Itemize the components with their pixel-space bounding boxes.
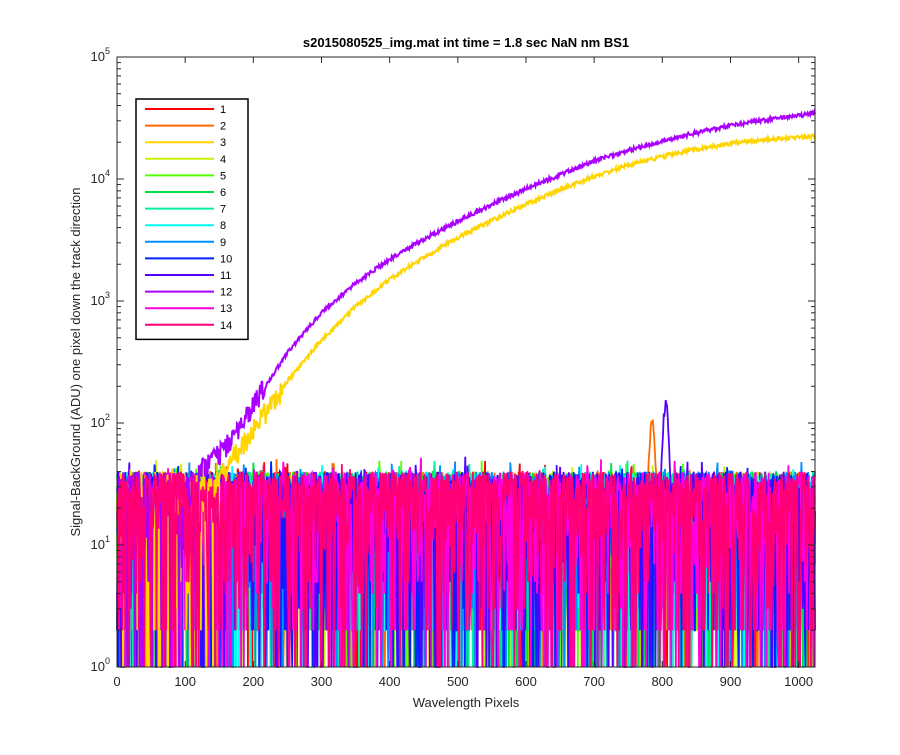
y-tick-exponent: 2 [105,412,110,422]
y-tick-exponent: 3 [105,290,110,300]
legend-label-2: 2 [220,121,226,133]
x-tick-label: 700 [583,674,605,689]
y-tick-base: 10 [91,171,105,186]
x-axis: 0 100 200 300 400 500 600 700 800 900 1000 [113,57,813,689]
x-axis-label: Wavelength Pixels [413,695,520,710]
legend-label-9: 9 [220,237,226,249]
legend-box [135,98,249,341]
legend-label-7: 7 [220,204,226,216]
legend-label-6: 6 [220,187,226,199]
x-tick-label: 900 [720,674,742,689]
x-tick-label: 0 [113,674,120,689]
legend-label-8: 8 [220,220,226,232]
y-tick-label: 102 [91,412,110,430]
y-tick-label: 104 [91,168,110,186]
y-tick-base: 10 [91,537,105,552]
y-tick-base: 10 [91,659,105,674]
x-tick-label: 1000 [784,674,813,689]
series-group [116,107,816,668]
y-tick-label: 100 [91,656,110,674]
x-tick-label: 300 [311,674,333,689]
legend-label-1: 1 [220,104,226,116]
series-line-3 [116,132,816,668]
y-tick-base: 10 [91,49,105,64]
legend-label-4: 4 [220,154,226,166]
y-axis-label: Signal-BackGround (ADU) one pixel down t… [68,187,83,536]
y-tick-base: 10 [91,293,105,308]
y-tick-exponent: 1 [105,534,110,544]
x-tick-label: 200 [242,674,264,689]
legend-label-14: 14 [220,320,232,332]
y-tick-exponent: 5 [105,46,110,56]
x-tick-label: 600 [515,674,537,689]
legend-label-12: 12 [220,287,232,299]
legend-label-5: 5 [220,170,226,182]
legend-label-3: 3 [220,137,226,149]
legend-label-11: 11 [220,270,231,282]
series-line-12 [116,107,816,668]
y-tick-label: 103 [91,290,110,308]
y-tick-label: 101 [91,534,110,552]
legend-label-10: 10 [220,253,232,265]
y-tick-base: 10 [91,415,105,430]
y-tick-label: 105 [91,46,110,64]
legend-label-13: 13 [220,303,232,315]
chart-title: s2015080525_img.mat int time = 1.8 sec N… [303,35,629,50]
axes-box [116,56,816,668]
series-line-14 [116,464,816,668]
y-tick-exponent: 0 [105,656,110,666]
x-tick-label: 400 [379,674,401,689]
x-tick-label: 800 [651,674,673,689]
y-tick-exponent: 4 [105,168,110,178]
x-tick-label: 500 [447,674,469,689]
x-tick-label: 100 [174,674,196,689]
